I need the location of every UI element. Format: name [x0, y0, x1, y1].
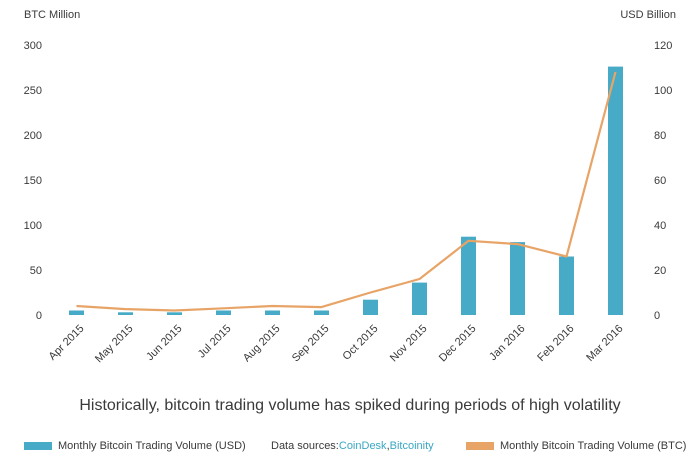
bar	[216, 310, 231, 315]
left-tick-label: 250	[24, 85, 42, 97]
source-bitcoinity-link[interactable]: Bitcoinity	[389, 440, 434, 452]
legend-line-entry: Monthly Bitcoin Trading Volume (BTC)	[466, 440, 686, 452]
left-tick-label: 100	[24, 220, 42, 232]
legend-line-label: Monthly Bitcoin Trading Volume (BTC)	[500, 440, 687, 452]
bar	[461, 236, 476, 315]
left-tick-label: 0	[36, 310, 42, 322]
left-axis: 0 50 100 150 200 250 300	[24, 40, 42, 322]
x-tick-label: Sep 2015	[290, 323, 332, 365]
sources-prefix: Data sources:	[271, 440, 339, 452]
left-tick-label: 150	[24, 175, 42, 187]
x-tick-label: Aug 2015	[241, 323, 283, 365]
legend-bar-entry: Monthly Bitcoin Trading Volume (USD)	[24, 440, 246, 452]
bar	[118, 312, 133, 315]
sources-separator: ,	[386, 440, 390, 452]
right-axis: 0 20 40 60 80 100 120	[654, 40, 672, 322]
right-tick-label: 120	[654, 40, 672, 52]
combo-chart: BTC Million USD Billion 0501001502002503…	[24, 9, 676, 366]
left-axis-title: BTC Million	[24, 9, 80, 21]
bar	[510, 242, 525, 315]
x-tick-label: Jan 2016	[487, 323, 527, 363]
x-tick-label: Dec 2015	[437, 323, 479, 365]
bar	[363, 299, 378, 315]
bar	[608, 66, 623, 315]
bar	[559, 256, 574, 315]
x-tick-label: Mar 2016	[584, 323, 625, 364]
right-tick-label: 80	[654, 130, 666, 142]
line-series	[76, 71, 617, 312]
left-tick-label: 50	[30, 265, 42, 277]
right-axis-title: USD Billion	[620, 9, 676, 21]
bar	[314, 310, 329, 315]
legend-bar-swatch	[24, 442, 52, 450]
bar	[265, 310, 280, 315]
bar-series	[69, 66, 623, 315]
right-tick-label: 20	[654, 265, 666, 277]
x-tick-label: Nov 2015	[388, 323, 430, 365]
bar	[412, 282, 427, 315]
right-tick-label: 40	[654, 220, 666, 232]
legend-bar-label: Monthly Bitcoin Trading Volume (USD)	[58, 440, 246, 452]
source-coindesk-link[interactable]: CoinDesk	[338, 440, 387, 452]
x-axis: Apr 2015 May 2015 Jun 2015 Jul 2015 Aug 2015…	[47, 323, 626, 366]
x-tick-label: May 2015	[93, 323, 136, 366]
series-line	[76, 71, 617, 312]
right-tick-label: 100	[654, 85, 672, 97]
left-tick-label: 300	[24, 40, 42, 52]
x-tick-label: Oct 2015	[341, 323, 381, 363]
chart-caption: Historically, bitcoin trading volume has…	[79, 397, 621, 414]
data-sources: Data sources: CoinDesk , Bitcoinity	[271, 440, 434, 452]
left-tick-label: 200	[24, 130, 42, 142]
bar	[69, 310, 84, 315]
x-tick-label: Feb 2016	[535, 323, 576, 364]
x-tick-label: Apr 2015	[47, 323, 87, 363]
right-tick-label: 0	[654, 310, 660, 322]
bar	[167, 312, 182, 315]
x-tick-label: Jul 2015	[196, 323, 234, 361]
right-tick-label: 60	[654, 175, 666, 187]
legend-line-swatch	[466, 442, 494, 450]
x-tick-label: Jun 2015	[144, 323, 184, 363]
